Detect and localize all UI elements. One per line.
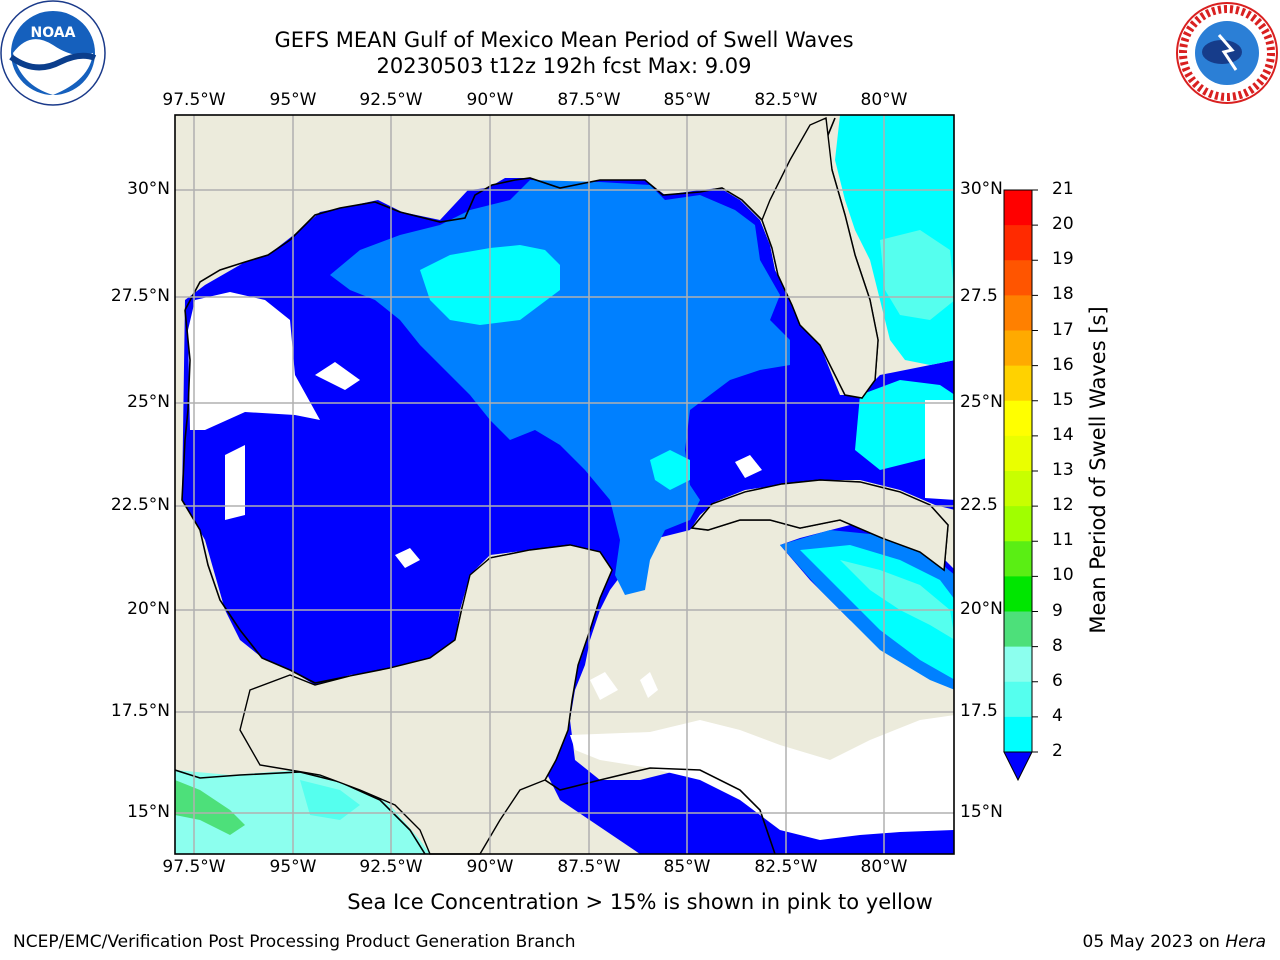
- lat-label-left: 22.5°N: [110, 495, 170, 515]
- map-frame: [174, 114, 955, 855]
- missing-patch: [590, 672, 618, 700]
- colorbar-swatch: [1004, 295, 1032, 331]
- footer-date: 05 May 2023 on Hera: [1083, 932, 1267, 952]
- lon-label-bottom: 85°W: [663, 857, 711, 877]
- lat-label-left: 15°N: [127, 802, 170, 822]
- colorbar-swatch: [1004, 716, 1032, 753]
- lat-label-left: 20°N: [127, 599, 170, 619]
- lon-label-top: 87.5°W: [557, 90, 621, 110]
- nws-logo: [1174, 0, 1280, 106]
- colorbar-swatch: [1004, 681, 1032, 718]
- colorbar-swatch: [1004, 646, 1032, 683]
- colorbar-swatch: [1004, 260, 1032, 296]
- lat-label-left: 27.5°N: [110, 286, 170, 306]
- colorbar-swatch: [1004, 541, 1032, 577]
- footer-date-text: 05 May 2023 on: [1082, 932, 1226, 952]
- lon-label-top: 92.5°W: [359, 90, 423, 110]
- colorbar-tick-label: 21: [1052, 179, 1074, 199]
- lat-label-right: 25°N: [960, 392, 1003, 412]
- noaa-logo: NOAA: [0, 0, 106, 106]
- footer-host: Hera: [1225, 932, 1266, 952]
- lon-label-bottom: 82.5°W: [754, 857, 818, 877]
- lat-label-right: 22.5: [960, 495, 998, 515]
- colorbar-tick-label: 14: [1052, 424, 1074, 445]
- lat-label-left: 30°N: [127, 179, 170, 199]
- missing-patch: [315, 362, 360, 390]
- colorbar-swatch: [1004, 400, 1032, 437]
- lon-label-top: 95°W: [269, 90, 317, 110]
- colorbar: [1003, 189, 1038, 782]
- lat-label-right: 20°N: [960, 599, 1003, 619]
- missing-patch: [570, 715, 954, 840]
- caribbean-water-cyan: [800, 545, 954, 680]
- gridlines: [175, 115, 954, 854]
- colorbar-extend-triangle: [1003, 751, 1033, 782]
- lat-label-right: 27.5: [960, 286, 998, 306]
- colorbar-tick-label: 6: [1052, 670, 1063, 691]
- lon-label-top: 85°W: [663, 90, 711, 110]
- lon-label-top: 82.5°W: [754, 90, 818, 110]
- colorbar-tick-label: 19: [1052, 249, 1074, 270]
- lon-label-bottom: 95°W: [269, 857, 317, 877]
- colorbar-swatch: [1004, 435, 1032, 472]
- colorbar-label: Mean Period of Swell Waves [s]: [1086, 306, 1110, 634]
- chart-subtitle: 20230503 t12z 192h fcst Max: 9.09: [376, 54, 752, 78]
- missing-patch: [640, 672, 658, 698]
- colorbar-tick-label: 16: [1052, 354, 1074, 375]
- colorbar-tick-label: 4: [1052, 705, 1063, 726]
- pacific-water-green: [175, 780, 245, 835]
- lat-label-right: 15°N: [960, 802, 1003, 822]
- colorbar-tick-label: 18: [1052, 284, 1074, 305]
- colorbar-tick-label: 2: [1052, 741, 1063, 761]
- colorbar-tick-label: 10: [1052, 565, 1074, 586]
- chart-title: GEFS MEAN Gulf of Mexico Mean Period of …: [274, 28, 854, 52]
- lon-label-top: 90°W: [466, 90, 514, 110]
- colorbar-swatch: [1004, 190, 1032, 226]
- florida-land: [761, 116, 879, 399]
- lat-label-right: 17.5: [960, 701, 998, 721]
- pacific-water-cyan: [300, 780, 360, 820]
- missing-patch: [735, 455, 762, 478]
- missing-patch: [395, 548, 420, 568]
- colorbar-swatch: [1004, 576, 1032, 612]
- sea-ice-note: Sea Ice Concentration > 15% is shown in …: [347, 890, 933, 914]
- colorbar-tick-label: 11: [1052, 530, 1074, 551]
- lat-label-left: 17.5°N: [110, 701, 170, 721]
- lat-label-right: 30°N: [960, 179, 1003, 199]
- lon-label-bottom: 87.5°W: [557, 857, 621, 877]
- missing-patch: [188, 292, 320, 430]
- lat-label-left: 25°N: [127, 392, 170, 412]
- footer-credit: NCEP/EMC/Verification Post Processing Pr…: [13, 932, 576, 952]
- colorbar-tick-label: 17: [1052, 319, 1074, 340]
- lon-label-top: 80°W: [860, 90, 908, 110]
- colorbar-tick-label: 15: [1052, 389, 1074, 410]
- caribbean-water-pale: [840, 560, 954, 640]
- coastline-pacific: [175, 769, 426, 854]
- missing-patch: [925, 400, 954, 500]
- lon-label-bottom: 80°W: [860, 857, 908, 877]
- colorbar-swatch: [1004, 225, 1032, 261]
- colorbar-swatch: [1004, 330, 1032, 367]
- colorbar-tick-label: 13: [1052, 460, 1074, 480]
- colorbar-swatch: [1004, 611, 1032, 648]
- lon-label-top: 97.5°W: [162, 90, 226, 110]
- lon-label-bottom: 97.5°W: [162, 857, 226, 877]
- colorbar-swatch: [1004, 471, 1032, 507]
- colorbar-tick-label: 8: [1052, 635, 1063, 656]
- colorbar-tick-label: 12: [1052, 495, 1074, 516]
- missing-patch: [225, 445, 245, 520]
- gulf-water-cyan-2: [650, 450, 690, 490]
- svg-text:NOAA: NOAA: [31, 25, 76, 41]
- lon-label-bottom: 92.5°W: [359, 857, 423, 877]
- colorbar-tick-label: 9: [1052, 600, 1063, 621]
- colorbar-swatch: [1004, 506, 1032, 542]
- colorbar-tick-label: 20: [1052, 214, 1074, 235]
- colorbar-swatch: [1004, 365, 1032, 402]
- lon-label-bottom: 90°W: [466, 857, 514, 877]
